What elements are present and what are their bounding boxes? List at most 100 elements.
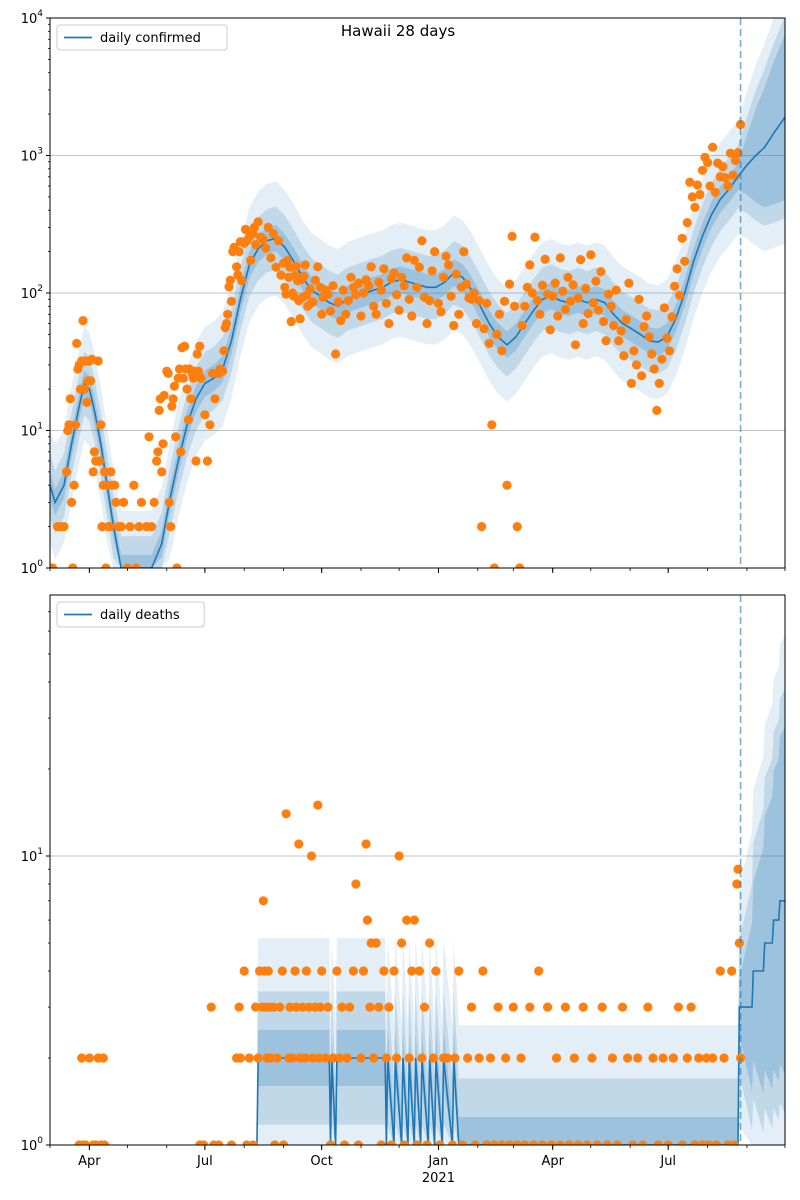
data-point: [507, 231, 517, 241]
data-point: [732, 879, 742, 889]
y-tick-exponent: 0: [37, 1136, 43, 1146]
data-point: [470, 1140, 480, 1145]
data-point: [603, 289, 614, 299]
data-point: [305, 284, 315, 294]
data-point: [338, 285, 348, 295]
data-point: [308, 1053, 318, 1063]
data-point: [663, 1140, 673, 1145]
data-point: [677, 1140, 687, 1145]
data-point: [147, 522, 157, 532]
data-point: [336, 316, 346, 326]
data-point: [704, 1140, 714, 1145]
data-point: [560, 1002, 571, 1012]
data-point: [530, 232, 540, 242]
data-point: [730, 155, 741, 166]
data-point: [419, 1002, 430, 1012]
data-point: [225, 275, 235, 285]
plot-area: [50, 18, 785, 568]
data-point: [261, 243, 271, 253]
data-point: [705, 181, 715, 191]
data-point: [93, 356, 103, 366]
legend-frame: [56, 601, 205, 628]
data-point: [169, 381, 179, 391]
y-tick-exponent: 2: [37, 284, 43, 294]
data-point: [404, 1053, 414, 1063]
data-point: [422, 1140, 432, 1145]
data-point: [122, 563, 132, 568]
data-point: [218, 366, 228, 376]
data-point: [397, 272, 407, 282]
data-point: [617, 1002, 628, 1012]
data-point: [664, 346, 675, 356]
data-point: [183, 415, 193, 425]
uncertainty-band: [256, 634, 785, 1145]
data-point: [637, 371, 647, 381]
data-point: [479, 324, 489, 334]
data-point: [206, 1002, 216, 1012]
y-tick-label: 103: [21, 147, 43, 165]
data-point: [499, 296, 510, 306]
data-point: [50, 563, 58, 568]
data-point: [180, 341, 190, 351]
data-point: [446, 291, 456, 301]
data-point: [182, 384, 192, 394]
legend: daily confirmed: [56, 24, 228, 51]
data-point: [694, 1053, 704, 1063]
y-tick-label: 100: [21, 1136, 44, 1154]
x-tick-label: Apr: [541, 1154, 564, 1169]
data-point: [369, 301, 379, 311]
data-point: [588, 298, 598, 308]
data-point: [100, 467, 110, 477]
data-point: [361, 839, 371, 849]
data-point: [341, 309, 351, 319]
data-point: [648, 1053, 658, 1063]
data-point: [176, 447, 186, 457]
data-point: [163, 368, 173, 378]
data-point: [626, 378, 637, 388]
data-point: [720, 173, 730, 183]
data-point: [379, 264, 389, 274]
data-point: [643, 1002, 653, 1012]
data-point: [682, 218, 692, 228]
y-tick-base: 10: [21, 562, 38, 577]
data-point: [412, 282, 422, 292]
data-point: [436, 307, 446, 317]
data-point: [657, 354, 667, 364]
data-point: [72, 338, 82, 348]
x-tick-label: Jul: [196, 1154, 213, 1169]
data-point: [482, 1140, 492, 1145]
data-point: [647, 349, 657, 359]
data-point: [251, 240, 261, 250]
data-point: [210, 394, 220, 404]
data-point: [537, 1140, 548, 1145]
data-point: [409, 915, 419, 925]
y-tick-exponent: 1: [37, 847, 43, 857]
data-point: [551, 1053, 562, 1063]
x-tick-label: Apr: [78, 1154, 101, 1169]
data-point: [369, 1053, 379, 1063]
data-point: [82, 397, 92, 407]
data-point: [534, 966, 544, 976]
x-tick-label: Oct: [310, 1154, 332, 1169]
data-point: [366, 262, 376, 272]
y-tick-base: 10: [21, 287, 38, 302]
data-point: [304, 1002, 314, 1012]
data-point: [362, 915, 372, 925]
data-point: [196, 373, 206, 383]
data-point: [323, 289, 333, 299]
data-point: [376, 285, 386, 295]
data-point: [471, 318, 482, 329]
data-point: [582, 1140, 592, 1145]
data-point: [525, 1002, 535, 1012]
data-point: [454, 309, 464, 319]
data-point: [65, 394, 75, 404]
data-point: [125, 522, 135, 532]
data-point: [192, 349, 202, 359]
data-point: [409, 255, 419, 265]
data-point: [708, 142, 718, 152]
series-line: [50, 116, 785, 568]
data-point: [550, 278, 560, 288]
data-point: [442, 1053, 452, 1063]
data-point: [313, 800, 323, 810]
data-point: [379, 966, 389, 976]
